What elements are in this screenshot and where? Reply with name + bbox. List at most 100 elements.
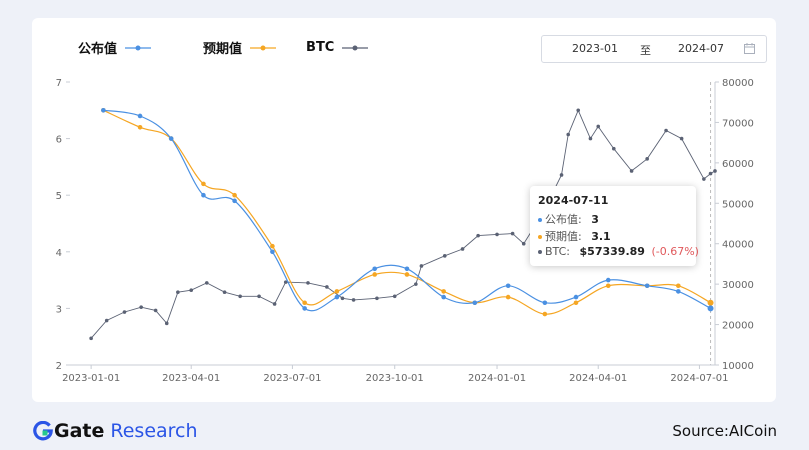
btc-point [89, 336, 93, 341]
legend-marker-published [125, 45, 152, 50]
y-left-tick-label: 2 [56, 361, 62, 372]
btc-point [495, 232, 499, 237]
tooltip-expected-value: 3.1 [591, 230, 611, 243]
btc-point [414, 282, 418, 286]
expected-point [676, 283, 681, 289]
x-tick-label: 2023-10-01 [366, 373, 424, 384]
btc-point [702, 177, 706, 181]
tooltip-expected-label: 预期值: [545, 230, 582, 243]
legend-item-expected[interactable]: 预期值 [203, 38, 277, 57]
btc-point [713, 169, 717, 173]
published-point [270, 249, 275, 255]
btc-point [238, 294, 242, 299]
tooltip-row-btc: BTC: $57339.89 (-0.67%) [538, 245, 699, 258]
published-point [605, 277, 611, 283]
published-point [101, 108, 106, 113]
x-tick-label: 2023-07-01 [263, 373, 321, 384]
source-label: Source:AICoin [672, 422, 777, 440]
btc-point [559, 173, 564, 177]
btc-point [588, 136, 593, 141]
tooltip-published-value: 3 [591, 213, 599, 226]
expected-point [232, 192, 237, 198]
published-point [573, 294, 579, 300]
btc-point [612, 146, 616, 151]
expected-point [270, 243, 275, 249]
btc-point [629, 169, 634, 173]
expected-point [542, 311, 548, 317]
y-right-tick-label: 60000 [722, 159, 754, 170]
chart-legend: 公布值 预期值 BTC [78, 38, 402, 57]
tooltip-published-label: 公布值: [545, 213, 582, 226]
y-right-tick-label: 70000 [722, 118, 754, 129]
gate-research-logo: Gate Research [33, 420, 198, 442]
expected-point [201, 181, 206, 187]
tooltip-btc-change: (-0.67%) [651, 245, 699, 258]
legend-marker-btc [342, 45, 369, 50]
x-tick-label: 2023-04-01 [162, 373, 220, 384]
published-point [201, 192, 206, 198]
published-point [372, 266, 378, 272]
y-right-tick-label: 40000 [722, 240, 754, 251]
btc-point [510, 231, 515, 236]
tooltip-dot-expected [538, 235, 542, 239]
date-range-picker[interactable]: 2023-01 至 2024-07 [541, 35, 767, 63]
btc-point [139, 305, 143, 309]
btc-point [664, 128, 668, 133]
btc-line [90, 109, 716, 339]
btc-point [375, 296, 379, 301]
tooltip: 2024-07-11 公布值: 3 预期值: 3.1 BTC: $57339.8… [530, 186, 699, 266]
y-left-tick-label: 6 [56, 135, 62, 146]
y-right-tick-label: 50000 [722, 199, 754, 210]
expected-point [372, 272, 378, 277]
btc-point [442, 254, 447, 258]
btc-point [325, 285, 329, 289]
expected-point [404, 272, 410, 277]
published-point [505, 283, 511, 289]
published-point [334, 294, 340, 300]
y-left-tick-label: 4 [56, 248, 62, 259]
x-tick-label: 2024-07-01 [670, 373, 728, 384]
published-point [404, 266, 410, 272]
published-point [542, 300, 548, 306]
y-left-tick-label: 7 [56, 78, 62, 89]
brand-name-bold: Gate [54, 420, 105, 442]
btc-point [645, 157, 649, 161]
expected-point [505, 294, 511, 300]
tooltip-row-published: 公布值: 3 [538, 211, 599, 227]
date-start-input[interactable]: 2023-01 [572, 42, 618, 55]
btc-point [392, 294, 397, 299]
legend-marker-expected [250, 45, 277, 50]
btc-point [222, 290, 227, 295]
expected-point [707, 299, 714, 306]
btc-point [708, 171, 713, 176]
legend-item-published[interactable]: 公布值 [78, 38, 152, 57]
tooltip-dot-published [538, 218, 542, 222]
tooltip-date: 2024-07-11 [538, 194, 609, 207]
btc-point [153, 308, 158, 313]
tooltip-dot-btc [538, 250, 542, 254]
btc-point [189, 288, 194, 293]
btc-point [351, 298, 356, 302]
btc-point [164, 321, 169, 326]
expected-point [573, 300, 579, 306]
tooltip-row-expected: 预期值: 3.1 [538, 228, 611, 244]
legend-item-btc[interactable]: BTC [306, 40, 369, 55]
calendar-icon[interactable] [744, 43, 755, 54]
legend-label-expected: 预期值 [203, 42, 243, 57]
expected-point [441, 289, 446, 294]
date-end-input[interactable]: 2024-07 [678, 42, 724, 55]
btc-point [521, 241, 526, 246]
gate-logo-icon [33, 421, 53, 441]
published-point [707, 305, 714, 312]
brand-name-light: Research [110, 420, 198, 442]
y-left-tick-label: 5 [56, 191, 62, 202]
btc-point [176, 290, 180, 295]
y-right-tick-label: 20000 [722, 321, 754, 332]
published-point [137, 113, 143, 119]
btc-point [104, 318, 109, 323]
btc-point [460, 247, 465, 251]
x-tick-label: 2023-01-01 [62, 373, 120, 384]
y-right-tick-label: 10000 [722, 361, 754, 372]
published-point [232, 198, 237, 204]
expected-point [302, 300, 307, 306]
